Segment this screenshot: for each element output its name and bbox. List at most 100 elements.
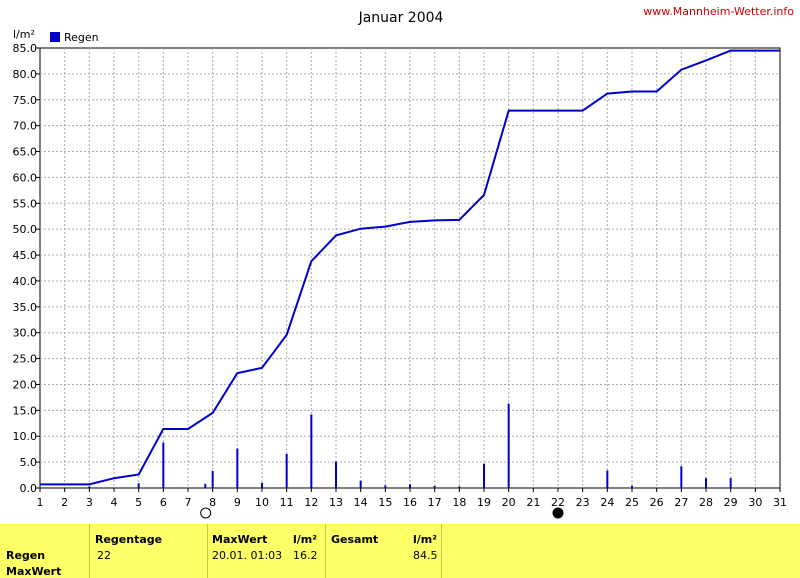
x-tick-label: 31: [773, 496, 787, 509]
y-tick-label: 75.0: [13, 94, 38, 107]
x-tick-label: 16: [403, 496, 417, 509]
rain-bar: [409, 484, 411, 488]
x-tick-label: 23: [576, 496, 590, 509]
x-tick-label: 21: [526, 496, 540, 509]
rain-bar: [88, 486, 91, 488]
x-tick-label: 15: [378, 496, 392, 509]
rain-bar: [458, 486, 461, 488]
x-tick-label: 6: [160, 496, 167, 509]
x-tick-label: 10: [255, 496, 269, 509]
chart-title: Januar 2004: [358, 10, 444, 26]
maxwert-value: 16.2: [293, 549, 318, 562]
rain-bar: [204, 483, 207, 488]
moon-phases: [200, 507, 564, 519]
y-tick-label: 45.0: [13, 249, 38, 262]
rain-bar: [162, 442, 165, 488]
rain-bar: [507, 403, 510, 488]
x-tick-label: 25: [625, 496, 639, 509]
x-tick-label: 28: [699, 496, 713, 509]
gesamt-unit: l/m²: [413, 533, 438, 546]
x-tick-label: 12: [304, 496, 318, 509]
x-tick-label: 3: [86, 496, 93, 509]
x-tick-label: 18: [452, 496, 466, 509]
x-tick-label: 5: [135, 496, 142, 509]
y-tick-label: 50.0: [13, 223, 38, 236]
x-tick-label: 9: [234, 496, 241, 509]
x-tick-label: 8: [209, 496, 216, 509]
x-tick-label: 2: [61, 496, 68, 509]
grid: [40, 48, 780, 488]
x-tick-label: 30: [748, 496, 762, 509]
y-tick-label: 40.0: [13, 275, 38, 288]
x-tick-label: 19: [477, 496, 491, 509]
y-tick-label: 35.0: [13, 301, 38, 314]
regentage-header: Regentage: [95, 533, 163, 546]
x-tick-label: 26: [650, 496, 664, 509]
regentage-value: 22: [97, 549, 111, 562]
maxwert-date: 20.01. 01:03: [212, 549, 283, 562]
x-tick-label: 7: [185, 496, 192, 509]
maxwert-unit: l/m²: [293, 533, 318, 546]
rain-bar: [680, 466, 683, 488]
legend-swatch: [50, 32, 60, 42]
rain-bar: [285, 453, 288, 488]
y-tick-label: 65.0: [13, 146, 38, 159]
x-tick-label: 11: [280, 496, 294, 509]
x-tick-label: 22: [551, 496, 565, 509]
rain-bar: [729, 478, 732, 488]
divider: [207, 524, 208, 578]
rain-bar: [433, 485, 436, 488]
y-tick-label: 60.0: [13, 171, 38, 184]
gesamt-value: 84.5: [413, 549, 438, 562]
x-tick-label: 13: [329, 496, 343, 509]
x-tick-label: 24: [600, 496, 614, 509]
x-tick-label: 14: [354, 496, 368, 509]
rain-bar: [606, 470, 609, 488]
rain-bar: [335, 461, 337, 488]
summary-table: Regen MaxWert Regentage 22 MaxWert l/m² …: [0, 524, 800, 578]
gesamt-header: Gesamt: [331, 533, 379, 546]
rain-bar: [236, 448, 239, 488]
rain-bar: [631, 485, 633, 488]
divider: [325, 524, 326, 578]
site-link[interactable]: www.Mannheim-Wetter.info: [643, 5, 794, 18]
rain-bar: [483, 463, 485, 488]
y-tick-label: 70.0: [13, 120, 38, 133]
row-label-maxwert: MaxWert: [6, 565, 62, 578]
x-tick-label: 17: [428, 496, 442, 509]
x-tick-label: 20: [502, 496, 516, 509]
new-moon-icon: [552, 507, 564, 519]
divider: [441, 524, 442, 578]
rain-bar: [261, 482, 263, 488]
y-tick-label: 25.0: [13, 353, 38, 366]
x-tick-label: 4: [111, 496, 118, 509]
x-tick-label: 1: [37, 496, 44, 509]
row-label-regen: Regen: [6, 549, 46, 562]
legend-label: Regen: [64, 31, 99, 44]
y-axis-ticks: 0.0 5.0 10.0 15.0 20.0 25.0 30.0 35.0 40.0 45.0 50…: [13, 42, 40, 495]
divider: [89, 524, 90, 578]
rain-bar: [384, 485, 387, 488]
cumulative-rain-line: [40, 49, 780, 486]
full-moon-icon: [200, 507, 212, 519]
y-tick-label: 20.0: [13, 378, 38, 391]
y-tick-label: 15.0: [13, 404, 38, 417]
x-tick-label: 27: [674, 496, 688, 509]
y-tick-label: 80.0: [13, 68, 38, 81]
y-tick-label: 30.0: [13, 327, 38, 340]
maxwert-header: MaxWert: [212, 533, 268, 546]
y-tick-label: 10.0: [13, 430, 38, 443]
rain-bar: [211, 470, 214, 488]
y-axis-label: l/m²: [13, 28, 35, 41]
y-tick-label: 0.0: [20, 482, 38, 495]
y-tick-label: 85.0: [13, 42, 38, 55]
rain-bars: [88, 403, 732, 488]
x-tick-label: 29: [724, 496, 738, 509]
rain-bar: [137, 483, 140, 488]
rain-bar: [359, 480, 362, 488]
rain-bar: [310, 414, 313, 488]
chart: Januar 2004 www.Mannheim-Wetter.info l/m…: [13, 5, 794, 519]
x-axis-ticks: 1 2 3 4 5 6 7 8 9 10 11 12 13 14 15 16 17 18 19 20 21 22 23 24 2…: [37, 488, 787, 509]
y-tick-label: 55.0: [13, 197, 38, 210]
rain-bar: [705, 478, 707, 488]
